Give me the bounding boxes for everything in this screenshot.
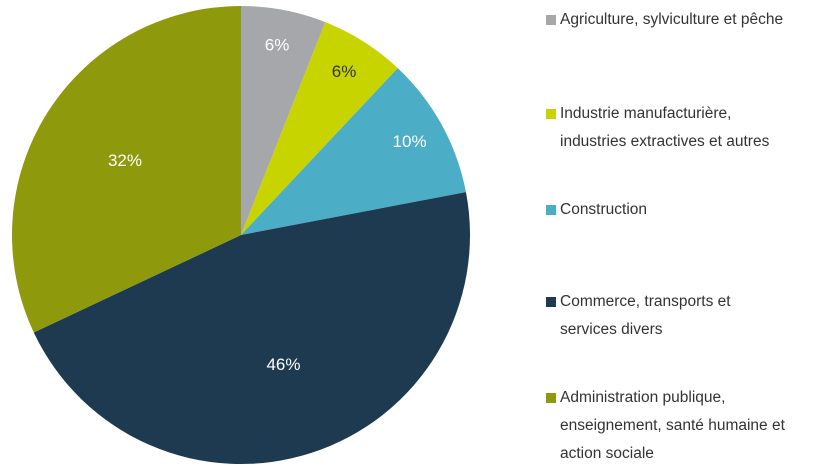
legend-item: Agriculture, sylviculture et pêche: [546, 6, 783, 34]
legend: Agriculture, sylviculture et pêche Indust…: [546, 0, 830, 464]
data-label: 10%: [393, 132, 427, 151]
data-label: 46%: [266, 355, 300, 374]
pie: 6% 6% 10% 46% 32%: [11, 6, 470, 464]
legend-label: Industrie manufacturière, industries ext…: [560, 105, 770, 150]
legend-item: Industrie manufacturière, industries ext…: [546, 100, 769, 156]
legend-label: Construction: [560, 201, 648, 218]
pie-slice: [241, 6, 326, 235]
legend-swatch: [546, 297, 556, 307]
legend-item: Administration publique, enseignement, s…: [546, 384, 785, 468]
legend-swatch: [546, 393, 556, 403]
legend-label: Commerce, transports et services divers: [560, 293, 731, 338]
legend-label: Agriculture, sylviculture et pêche: [560, 11, 784, 28]
legend-swatch: [546, 205, 556, 215]
data-label: 6%: [332, 62, 357, 81]
pie-slice: [33, 192, 470, 464]
pie-slice: [241, 68, 466, 235]
legend-swatch: [546, 109, 556, 119]
data-label: 6%: [265, 36, 290, 55]
pie-slice: [11, 6, 242, 333]
legend-swatch: [546, 15, 556, 25]
legend-item: Construction: [546, 196, 647, 224]
data-label: 32%: [108, 151, 142, 170]
legend-label: Administration publique, enseignement, s…: [560, 389, 785, 462]
pie-slice: [241, 22, 398, 236]
legend-item: Commerce, transports et services divers: [546, 288, 731, 344]
